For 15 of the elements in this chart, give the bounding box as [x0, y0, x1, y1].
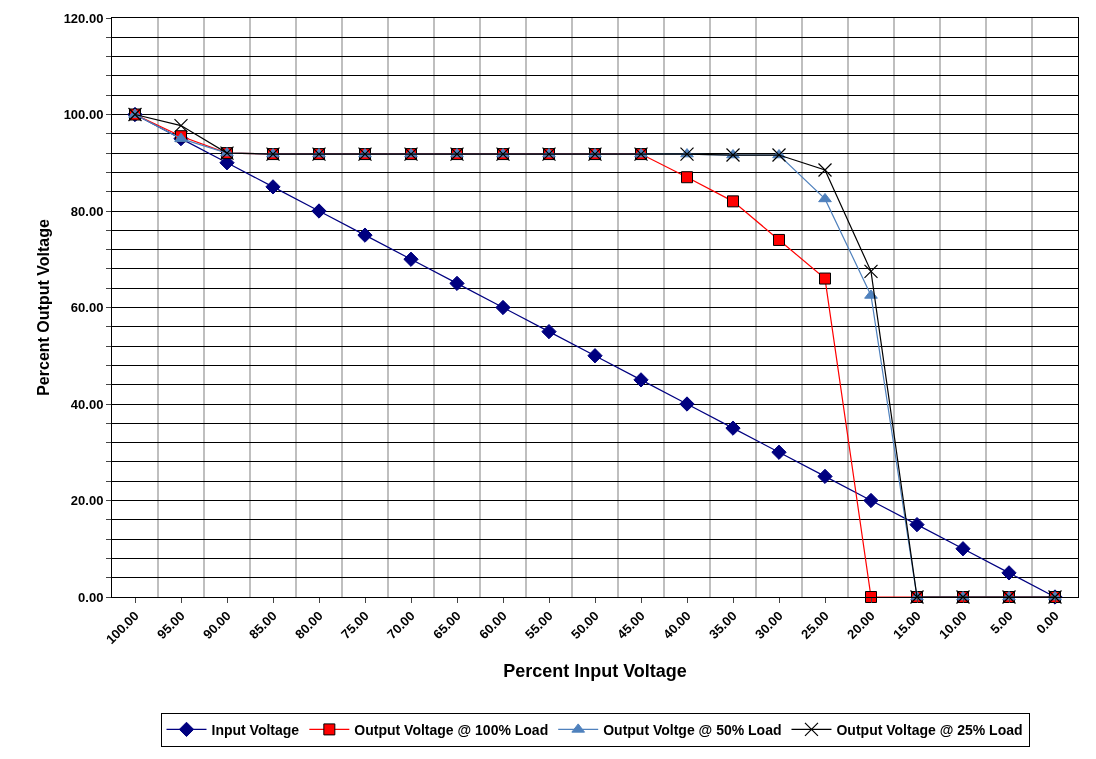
legend-label: Input Voltage	[211, 721, 300, 738]
y-tick-label: 120.00	[63, 10, 104, 26]
y-tick-label: 40.00	[70, 396, 104, 412]
y-tick-label: 0.00	[78, 589, 104, 605]
x-tick-label: 5.00	[987, 608, 1016, 637]
y-tick-label: 60.00	[70, 300, 104, 316]
legend-label: Output Voltage @ 25% Load	[836, 721, 1023, 738]
x-axis-title: Percent Input Voltage	[503, 661, 687, 682]
x-tick-label: 0.00	[1033, 608, 1062, 637]
y-tick-label: 20.00	[70, 493, 104, 509]
legend-label: Output Voltage @ 100% Load	[354, 721, 549, 738]
y-axis-title: Percent Output Voltage	[34, 219, 52, 396]
y-tick-label: 80.00	[70, 203, 104, 219]
y-tick-label: 100.00	[63, 107, 104, 123]
legend-label: Output Voltge @ 50% Load	[603, 721, 782, 738]
